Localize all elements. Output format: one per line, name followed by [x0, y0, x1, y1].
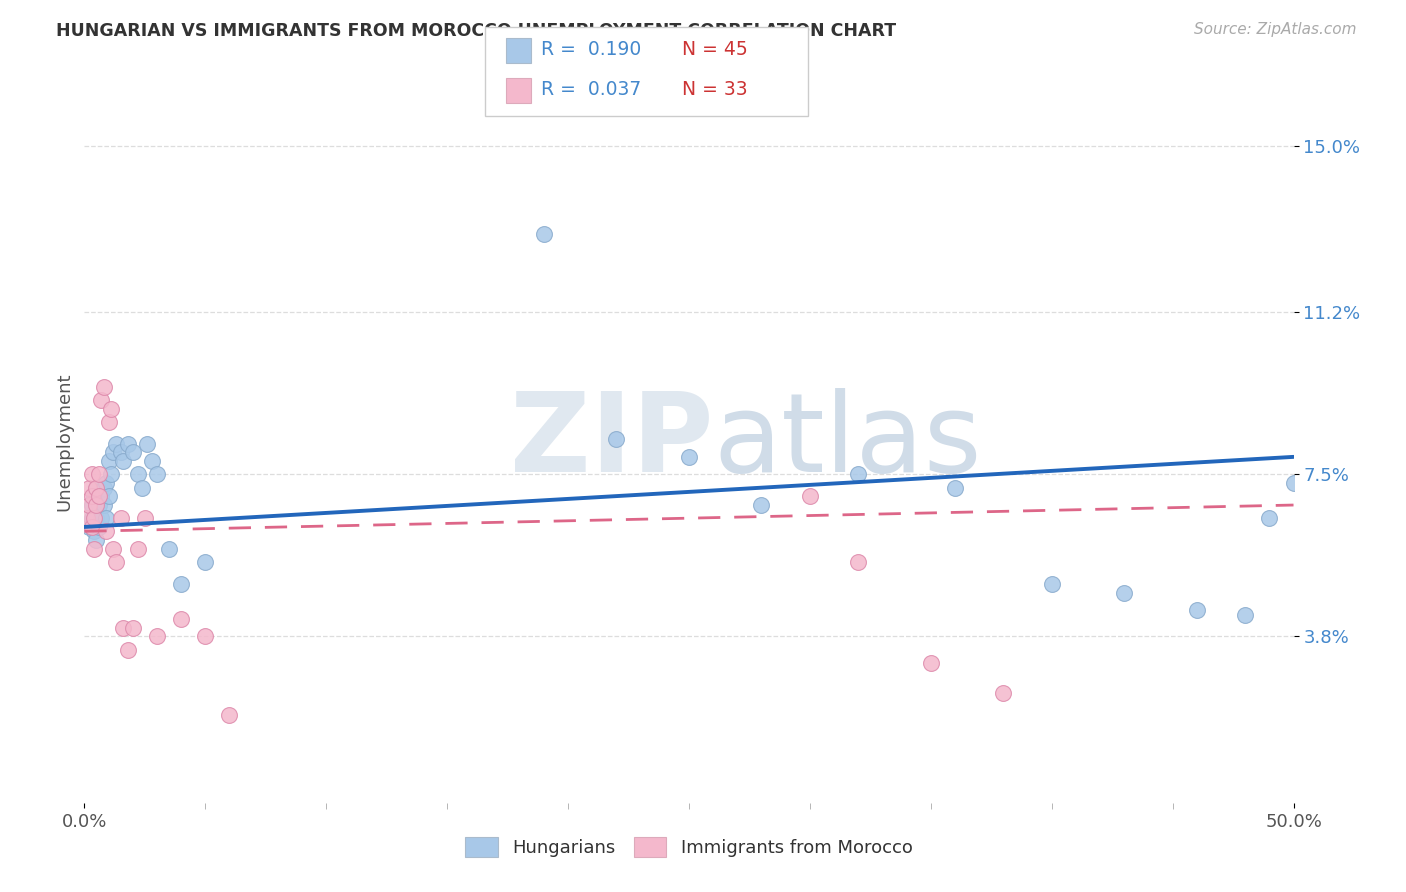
- Point: [83, 524, 105, 539]
- Point: [194, 555, 217, 569]
- Point: [117, 642, 139, 657]
- Point: [605, 433, 627, 447]
- Point: [87, 520, 110, 534]
- Point: [533, 227, 555, 241]
- Point: [97, 489, 120, 503]
- Text: ZIP: ZIP: [510, 388, 713, 495]
- Text: N = 33: N = 33: [682, 80, 748, 99]
- Point: [127, 541, 149, 556]
- Text: N = 45: N = 45: [682, 40, 748, 59]
- Point: [103, 541, 125, 556]
- Point: [134, 511, 156, 525]
- Point: [80, 489, 103, 503]
- Point: [1258, 511, 1281, 525]
- Point: [100, 401, 122, 416]
- Point: [1282, 476, 1305, 491]
- Point: [846, 467, 869, 482]
- Point: [93, 498, 115, 512]
- Point: [83, 541, 105, 556]
- Point: [94, 524, 117, 539]
- Point: [77, 520, 100, 534]
- Point: [993, 686, 1015, 700]
- Point: [93, 481, 115, 495]
- Point: [127, 467, 149, 482]
- Point: [87, 498, 110, 512]
- Point: [141, 454, 163, 468]
- Point: [846, 555, 869, 569]
- Text: R =  0.190: R = 0.190: [541, 40, 641, 59]
- Point: [90, 511, 112, 525]
- Legend: Hungarians, Immigrants from Morocco: Hungarians, Immigrants from Morocco: [457, 828, 921, 866]
- Point: [104, 436, 127, 450]
- Point: [136, 436, 159, 450]
- Point: [799, 489, 821, 503]
- Point: [80, 467, 103, 482]
- Point: [97, 454, 120, 468]
- Point: [94, 511, 117, 525]
- Point: [90, 489, 112, 503]
- Point: [117, 436, 139, 450]
- Point: [86, 481, 108, 495]
- Point: [751, 498, 773, 512]
- Text: HUNGARIAN VS IMMIGRANTS FROM MOROCCO UNEMPLOYMENT CORRELATION CHART: HUNGARIAN VS IMMIGRANTS FROM MOROCCO UNE…: [56, 22, 897, 40]
- Point: [121, 445, 143, 459]
- Point: [80, 498, 103, 512]
- Point: [146, 629, 169, 643]
- Point: [146, 467, 169, 482]
- Point: [110, 511, 132, 525]
- Point: [170, 577, 193, 591]
- Point: [1040, 577, 1063, 591]
- Point: [86, 481, 108, 495]
- Point: [83, 511, 105, 525]
- Point: [943, 481, 966, 495]
- Point: [86, 498, 108, 512]
- Point: [77, 481, 100, 495]
- Point: [86, 533, 108, 547]
- Y-axis label: Unemployment: Unemployment: [55, 372, 73, 511]
- Point: [678, 450, 700, 464]
- Point: [94, 476, 117, 491]
- Point: [90, 392, 112, 407]
- Point: [103, 445, 125, 459]
- Point: [194, 629, 217, 643]
- Point: [77, 498, 100, 512]
- Point: [218, 708, 240, 723]
- Point: [121, 621, 143, 635]
- Point: [97, 415, 120, 429]
- Point: [104, 555, 127, 569]
- Point: [93, 380, 115, 394]
- Point: [100, 467, 122, 482]
- Point: [1114, 585, 1136, 599]
- Point: [87, 467, 110, 482]
- Point: [920, 656, 942, 670]
- Point: [112, 454, 135, 468]
- Point: [170, 612, 193, 626]
- Text: atlas: atlas: [713, 388, 981, 495]
- Point: [1234, 607, 1257, 622]
- Point: [112, 621, 135, 635]
- Text: R =  0.037: R = 0.037: [541, 80, 641, 99]
- Point: [110, 445, 132, 459]
- Point: [1185, 603, 1208, 617]
- Point: [80, 520, 103, 534]
- Point: [80, 511, 103, 525]
- Point: [157, 541, 180, 556]
- Text: Source: ZipAtlas.com: Source: ZipAtlas.com: [1194, 22, 1357, 37]
- Point: [83, 489, 105, 503]
- Point: [76, 511, 98, 525]
- Point: [131, 481, 153, 495]
- Point: [87, 489, 110, 503]
- Point: [86, 511, 108, 525]
